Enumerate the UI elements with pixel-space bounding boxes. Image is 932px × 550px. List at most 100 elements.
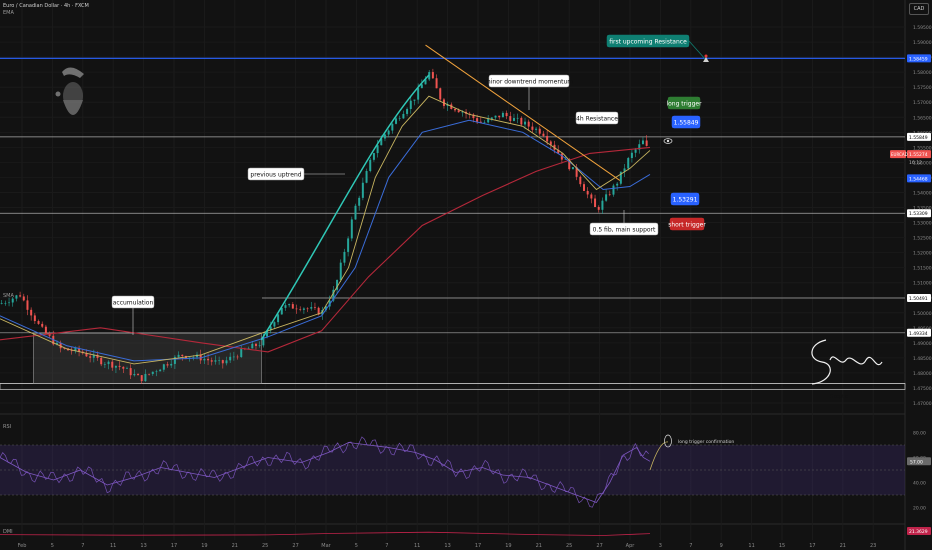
santa-avatar-logo: [55, 67, 84, 115]
candle: [133, 374, 136, 376]
first-resistance-label-text: first upcoming Resistance: [609, 38, 687, 45]
candle: [369, 159, 372, 172]
candle: [476, 118, 479, 122]
candle: [74, 348, 77, 352]
candle: [590, 194, 593, 199]
candle: [597, 207, 600, 210]
candle: [111, 361, 114, 368]
long-trigger-label-box: [667, 96, 701, 110]
candle: [4, 303, 7, 304]
candle: [472, 114, 475, 119]
price-tick-label: 1.54000: [913, 190, 932, 196]
skeptic-signature: Skeptic: [811, 339, 883, 400]
candle: [365, 171, 368, 183]
resistance-4h-label: 4h Resistance: [575, 111, 619, 125]
candle: [336, 280, 339, 290]
candle: [251, 343, 254, 349]
candle: [317, 307, 320, 315]
candle: [240, 348, 243, 358]
candle: [144, 373, 147, 382]
candle: [524, 121, 527, 125]
candle: [89, 356, 92, 358]
candle: [291, 304, 294, 309]
price-tick-label: 1.58000: [913, 70, 932, 76]
candle: [192, 357, 195, 358]
candle: [41, 323, 44, 327]
candle: [582, 184, 585, 191]
downtrend-line: [425, 44, 621, 181]
candle: [446, 104, 449, 106]
candle: [48, 333, 51, 336]
candle: [383, 134, 386, 139]
long-trigger-price-label-text: 1.55849: [674, 119, 699, 126]
candle: [299, 309, 302, 310]
candle: [568, 159, 571, 170]
price-tick-label: 1.48000: [913, 371, 932, 377]
candle: [22, 296, 25, 301]
candle: [494, 115, 497, 118]
candle: [391, 123, 394, 131]
indicator-sma-label[interactable]: SMA: [3, 293, 14, 299]
candle: [266, 330, 269, 337]
candle: [354, 205, 357, 220]
candle: [638, 144, 641, 150]
candle: [520, 117, 523, 125]
time-tick-label: 25: [262, 543, 268, 549]
candle: [376, 145, 379, 154]
range-low-band: [0, 383, 906, 390]
price-tag-label: 1.53309: [909, 211, 928, 217]
eye-pupil: [666, 139, 670, 143]
time-tick-label: 13: [444, 543, 450, 549]
candle: [619, 171, 622, 184]
indicator-ema-label[interactable]: EMA: [3, 10, 14, 16]
price-tick-label: 1.47000: [913, 401, 932, 407]
candle: [310, 307, 313, 309]
price-tag: [907, 150, 931, 159]
candle: [210, 360, 213, 362]
candle: [605, 194, 608, 201]
price-tag: [907, 328, 931, 337]
candle: [350, 219, 353, 239]
candle: [409, 100, 412, 109]
candle: [406, 108, 409, 114]
long-trigger-label: long trigger: [666, 96, 702, 110]
time-tick-label: 7: [689, 543, 692, 549]
candle: [8, 302, 11, 304]
candles: [0, 68, 648, 385]
time-tick-label: 11: [110, 543, 116, 549]
candle: [479, 121, 482, 123]
eye-outline: [663, 138, 673, 144]
currency-button[interactable]: CAD: [909, 3, 929, 15]
candle: [280, 307, 283, 315]
rsi-tick-label: 20.00: [913, 506, 926, 512]
candle: [203, 358, 206, 361]
candle: [531, 126, 534, 130]
candle: [395, 118, 398, 124]
time-tick-label: 9: [720, 543, 723, 549]
time-tick-label: 5: [355, 543, 358, 549]
price-tag: [907, 132, 931, 141]
candle: [516, 117, 519, 119]
time-tick-label: 25: [566, 543, 572, 549]
first-resistance-label: first upcoming Resistance: [606, 34, 690, 48]
time-tick-label: 17: [171, 543, 177, 549]
time-tick-label: 17: [809, 543, 815, 549]
short-trigger-price-label-text: 1.53291: [673, 196, 698, 203]
price-tick-label: 1.52500: [913, 236, 932, 242]
candle: [273, 322, 276, 327]
time-tick-label: Apr: [626, 543, 636, 549]
price-tag-label: 1.58459: [909, 56, 928, 62]
candle: [538, 128, 541, 134]
candle: [33, 315, 36, 322]
price-tag: [907, 294, 931, 302]
rsi-tick-label: 40.00: [913, 481, 926, 487]
candle: [623, 168, 626, 172]
candle: [505, 112, 508, 117]
price-tick-label: 1.56500: [913, 115, 932, 121]
candle: [114, 365, 117, 368]
rsi-line: [0, 442, 651, 503]
candle: [59, 342, 62, 349]
candle: [457, 110, 460, 113]
candle: [549, 141, 552, 145]
